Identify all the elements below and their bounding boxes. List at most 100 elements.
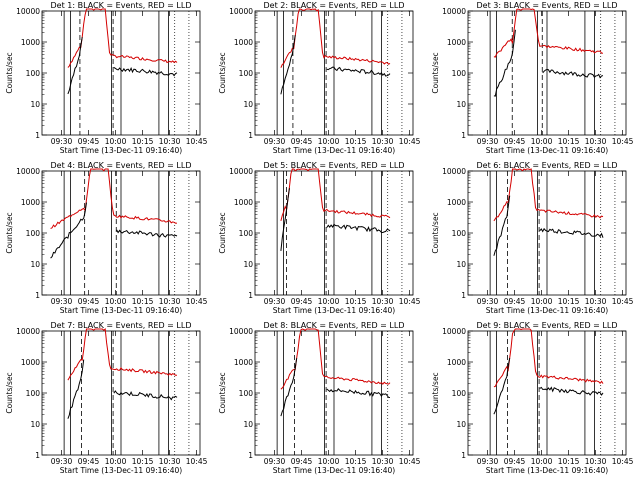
y-tick-label: 10 [243,420,253,429]
x-tick-label: 10:45 [399,297,421,306]
x-tick-label: 10:30 [372,457,394,466]
x-axis-label: Start Time (13-Dec-11 09:16:40) [273,466,395,475]
x-tick-label: 09:30 [477,137,499,146]
y-axis-label: Counts/sec [218,212,227,253]
y-axis-label: Counts/sec [5,372,14,413]
y-tick-label: 1000 [234,358,253,367]
x-tick-label: 09:45 [78,457,100,466]
y-tick-label: 1000 [447,198,466,207]
y-tick-label: 10 [30,100,40,109]
x-tick-label: 10:00 [105,457,127,466]
x-tick-label: 10:45 [612,457,634,466]
y-axis-label: Counts/sec [218,52,227,93]
y-tick-label: 10 [30,260,40,269]
x-tick-label: 10:30 [585,457,607,466]
chart-title: Det 2: BLACK = Events, RED = LLD [264,1,405,10]
chart-title: Det 4: BLACK = Events, RED = LLD [51,161,192,170]
y-tick-label: 1 [461,451,466,460]
x-tick-label: 10:00 [531,297,553,306]
series-lld-red [281,329,390,389]
y-axis-label: Counts/sec [5,212,14,253]
series-events-black [114,391,177,400]
chart-title: Det 5: BLACK = Events, RED = LLD [264,161,405,170]
y-tick-label: 1 [35,291,40,300]
y-tick-label: 10000 [229,7,253,16]
x-tick-label: 10:30 [159,297,181,306]
x-axis-label: Start Time (13-Dec-11 09:16:40) [486,306,608,315]
y-tick-label: 1000 [234,198,253,207]
x-axis-label: Start Time (13-Dec-11 09:16:40) [60,306,182,315]
x-tick-label: 10:45 [186,137,208,146]
x-tick-label: 09:45 [504,457,526,466]
x-tick-label: 10:45 [186,297,208,306]
x-tick-label: 10:45 [612,137,634,146]
x-tick-label: 10:15 [558,297,580,306]
y-tick-label: 10 [243,100,253,109]
x-tick-label: 09:45 [78,137,100,146]
x-tick-label: 09:45 [78,297,100,306]
series-lld-red [494,329,603,387]
chart-svg: Det 5: BLACK = Events, RED = LLD 1 10 100 10… [213,160,426,320]
chart-title: Det 7: BLACK = Events, RED = LLD [51,321,192,330]
x-axis-label: Start Time (13-Dec-11 09:16:40) [486,466,608,475]
series-events-black [327,389,390,398]
x-tick-label: 10:45 [612,297,634,306]
x-tick-label: 10:00 [105,137,127,146]
x-tick-label: 09:30 [51,137,73,146]
series-events-black [281,188,290,251]
y-axis-label: Counts/sec [5,52,14,93]
series-events-black [51,203,87,259]
x-tick-label: 10:00 [318,297,340,306]
y-tick-label: 1 [461,291,466,300]
x-tick-label: 09:30 [477,297,499,306]
y-tick-label: 100 [26,229,41,238]
x-tick-label: 10:30 [585,137,607,146]
series-lld-red [281,9,390,68]
y-tick-label: 100 [452,229,467,238]
x-tick-label: 10:15 [345,137,367,146]
x-tick-label: 09:30 [264,137,286,146]
y-tick-label: 10000 [229,167,253,176]
y-axis-label: Counts/sec [218,372,227,413]
x-tick-label: 10:00 [531,457,553,466]
x-tick-label: 09:45 [291,297,313,306]
x-tick-label: 09:45 [291,457,313,466]
x-tick-label: 10:15 [558,137,580,146]
y-tick-label: 1 [35,451,40,460]
detector-panel-1: Det 1: BLACK = Events, RED = LLD 1 10 100 10… [0,0,213,160]
series-lld-red [51,169,177,229]
y-tick-label: 10000 [229,327,253,336]
x-tick-label: 10:00 [531,137,553,146]
chart-title: Det 9: BLACK = Events, RED = LLD [477,321,618,330]
detector-panel-9: Det 9: BLACK = Events, RED = LLD 1 10 100 10… [426,320,639,480]
x-tick-label: 09:30 [264,457,286,466]
y-tick-label: 10 [243,260,253,269]
x-tick-label: 09:30 [264,297,286,306]
x-tick-label: 10:45 [186,457,208,466]
x-tick-label: 10:00 [318,457,340,466]
x-axis-label: Start Time (13-Dec-11 09:16:40) [60,466,182,475]
y-tick-label: 1 [461,131,466,140]
chart-svg: Det 2: BLACK = Events, RED = LLD 1 10 100 10… [213,0,426,160]
y-tick-label: 1000 [21,198,40,207]
y-tick-label: 100 [239,229,254,238]
y-tick-label: 1000 [21,38,40,47]
chart-svg: Det 8: BLACK = Events, RED = LLD 1 10 100 10… [213,320,426,480]
x-tick-label: 10:15 [345,457,367,466]
y-tick-label: 1 [248,131,253,140]
series-events-black [540,229,603,238]
x-tick-label: 10:30 [159,137,181,146]
y-tick-label: 100 [26,389,41,398]
series-events-black [543,69,603,77]
chart-title: Det 3: BLACK = Events, RED = LLD [477,1,618,10]
x-tick-label: 10:00 [318,137,340,146]
series-events-black [114,67,177,75]
detector-panel-4: Det 4: BLACK = Events, RED = LLD 1 10 100 10… [0,160,213,320]
y-tick-label: 1000 [21,358,40,367]
chart-svg: Det 3: BLACK = Events, RED = LLD11010010… [426,0,639,160]
x-tick-label: 09:30 [51,457,73,466]
chart-svg: Det 7: BLACK = Events, RED = LLD 1 10 100 10… [0,320,213,480]
detector-panel-8: Det 8: BLACK = Events, RED = LLD 1 10 100 10… [213,320,426,480]
x-tick-label: 09:45 [504,137,526,146]
y-tick-label: 10 [30,420,40,429]
